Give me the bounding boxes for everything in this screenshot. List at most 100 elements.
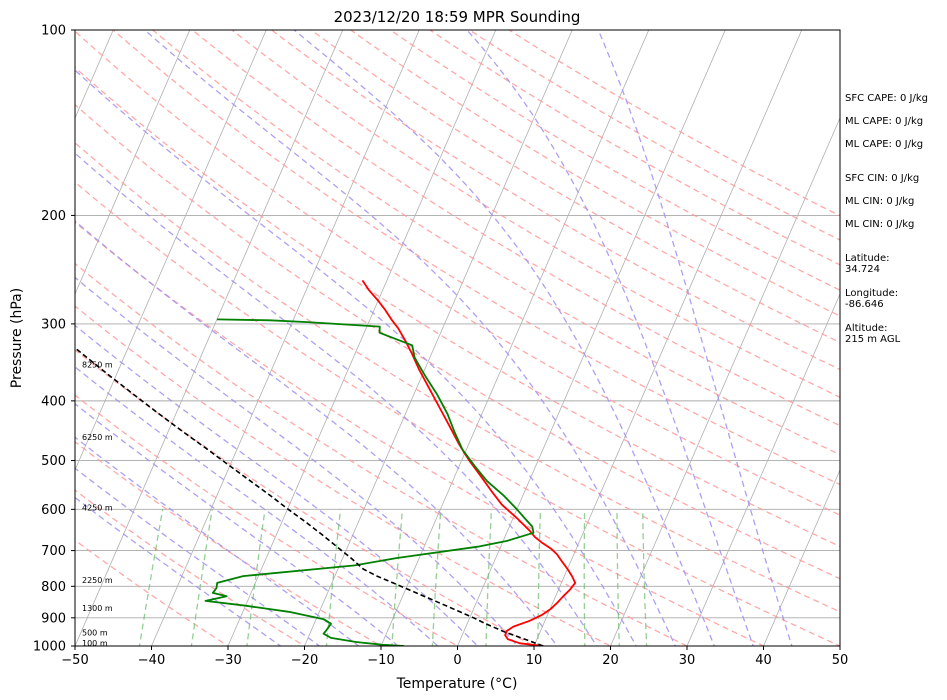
mixing-ratio-line	[485, 509, 493, 646]
dry-adiabat-line	[75, 103, 840, 580]
x-tick-label: 30	[679, 653, 696, 668]
dry-adiabat-line	[151, 30, 840, 456]
x-tick-label: 40	[755, 653, 772, 668]
mixing-ratio-line	[537, 509, 542, 646]
moist-adiabat-line	[75, 276, 519, 646]
mixing-ratio-line	[391, 509, 404, 646]
moist-adiabat-line	[75, 366, 439, 646]
isotherm-line	[380, 30, 650, 646]
parcel-profile	[75, 346, 544, 646]
dry-adiabat-line	[75, 30, 840, 516]
x-tick-label: 0	[453, 653, 461, 668]
y-tick-label: 800	[41, 580, 66, 595]
y-axis-title: Pressure (hPa)	[9, 288, 25, 388]
moist-adiabat-line	[466, 30, 754, 646]
x-tick-label: −10	[367, 653, 394, 668]
y-tick-label: 200	[41, 209, 66, 224]
dry-adiabat-line	[75, 349, 536, 646]
ml-cin-text: ML CIN: 0 J/kg	[845, 196, 915, 207]
background-lines	[75, 16, 947, 659]
isotherm-line	[151, 30, 420, 646]
mixing-ratio-line	[246, 509, 266, 646]
mixing-ratio-line	[325, 509, 342, 646]
height-label: 500 m	[82, 628, 108, 637]
dewpoint-profile	[204, 318, 535, 646]
x-tick-label: −30	[214, 653, 241, 668]
mixing-ratio-line	[583, 509, 586, 646]
moist-adiabat-line	[144, 30, 677, 646]
height-label: 8250 m	[82, 360, 113, 369]
dry-adiabat-line	[75, 66, 840, 548]
dry-adiabat-line	[75, 539, 230, 646]
temperature-profile	[361, 279, 577, 646]
dry-adiabat-line	[75, 262, 689, 646]
sfc-cin-text: SFC CIN: 0 J/kg	[845, 173, 920, 184]
y-tick-label: 300	[41, 317, 66, 332]
height-labels: 100 m 500 m 1300 m 2250 m 4250 m 6250 m 8250 m	[82, 360, 113, 648]
chart-title: 2023/12/20 18:59 MPR Sounding	[334, 8, 581, 26]
height-label: 4250 m	[82, 504, 113, 513]
isotherm-line	[686, 292, 840, 646]
y-tick-label: 1000	[33, 640, 66, 655]
moist-adiabat-line	[75, 467, 321, 646]
ml-cape-text-2: ML CAPE: 0 J/kg	[845, 139, 924, 150]
x-tick-label: −40	[138, 653, 165, 668]
dry-adiabat-line	[75, 305, 612, 646]
moist-adiabat-line	[597, 30, 793, 646]
x-tick-label: −50	[61, 653, 88, 668]
dry-adiabat-line	[75, 441, 383, 646]
axis-ticks: −50 −40 −30 −20 −10 0 10 20 30 40 50 100 200 300 400 50…	[33, 24, 848, 669]
y-tick-label: 400	[41, 394, 66, 409]
ml-cin-text-2: ML CIN: 0 J/kg	[845, 219, 915, 230]
dry-adiabat-line	[75, 181, 840, 646]
x-tick-label: 50	[832, 653, 849, 668]
y-tick-label: 900	[41, 611, 66, 626]
mixing-ratio-line	[431, 509, 442, 646]
dry-adiabat-line	[230, 30, 840, 398]
moist-adiabat-line	[293, 30, 716, 646]
isotherm-line	[610, 116, 840, 646]
y-tick-label: 100	[41, 24, 66, 39]
moist-adiabat-line	[75, 220, 558, 646]
x-tick-label: −20	[291, 653, 318, 668]
moist-adiabat-line	[75, 324, 479, 646]
moist-adiabat-line	[75, 496, 282, 646]
isotherm-line	[227, 30, 497, 646]
dry-adiabat-line	[75, 142, 840, 613]
profile-lines	[75, 279, 577, 646]
altitude-text: Altitude: 215 m AGL	[845, 323, 901, 345]
isotherm-line	[75, 30, 191, 296]
dry-adiabat-line	[191, 30, 840, 427]
moist-adiabat-line	[75, 152, 598, 646]
longitude-text: Longitude: -86.646	[845, 288, 899, 310]
x-axis-title: Temperature (°C)	[396, 676, 518, 692]
isotherm-line	[763, 468, 840, 646]
sfc-cape-text: SFC CAPE: 0 J/kg	[845, 93, 928, 104]
y-tick-label: 700	[41, 544, 66, 559]
mixing-ratio-line	[190, 509, 213, 646]
height-label: 100 m	[82, 639, 108, 648]
isotherm-line	[911, 16, 947, 659]
dry-adiabat-line	[270, 30, 840, 371]
mixing-ratio-line	[138, 509, 164, 646]
y-tick-label: 600	[41, 503, 66, 518]
isotherm-line	[304, 30, 573, 646]
height-label: 6250 m	[82, 433, 113, 442]
y-tick-label: 500	[41, 454, 66, 469]
isotherm-line	[75, 30, 267, 472]
dry-adiabat-line	[75, 489, 306, 646]
height-label: 2250 m	[82, 576, 113, 585]
height-label: 1300 m	[82, 604, 113, 613]
dry-adiabat-line	[75, 394, 459, 646]
mixing-ratio-line	[616, 509, 620, 646]
dry-adiabat-line	[389, 30, 840, 291]
moist-adiabat-line	[75, 436, 360, 646]
ml-cape-text: ML CAPE: 0 J/kg	[845, 116, 924, 127]
x-tick-label: 10	[526, 653, 543, 668]
isotherm-line	[75, 30, 344, 646]
isotherm-line	[457, 30, 726, 646]
dry-adiabat-line	[310, 30, 840, 344]
x-tick-label: 20	[602, 653, 619, 668]
mixing-ratio-line	[642, 509, 648, 646]
